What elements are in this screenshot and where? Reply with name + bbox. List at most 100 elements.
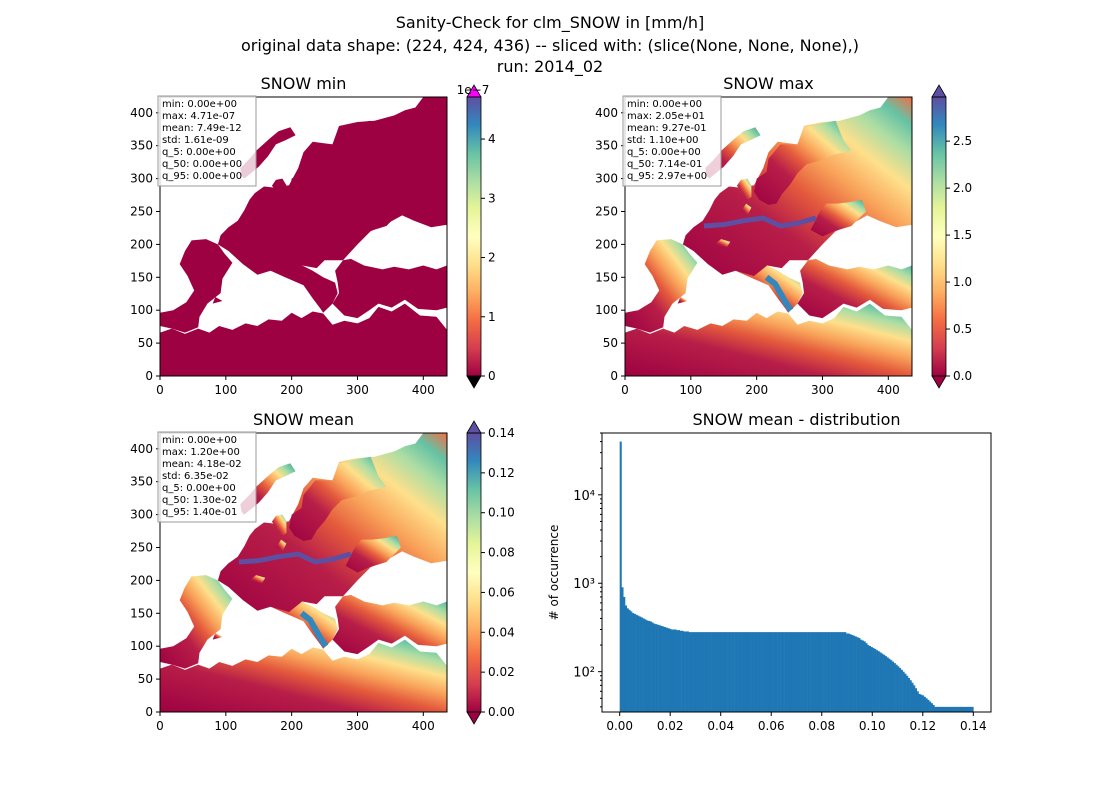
colorbar-2-tick-label: 0.5 bbox=[953, 322, 972, 336]
histogram-bar bbox=[957, 706, 960, 712]
suptitle-line-3: run: 2014_02 bbox=[496, 57, 604, 76]
histogram-bar bbox=[831, 632, 834, 712]
histogram-bar bbox=[950, 706, 953, 712]
colorbar-3-extend-low bbox=[466, 711, 482, 725]
histogram-bar bbox=[623, 596, 626, 712]
histogram-bar bbox=[946, 706, 949, 712]
histogram-bar bbox=[639, 616, 642, 712]
heatmap-3-land-10 bbox=[289, 456, 387, 541]
histogram-bar bbox=[934, 706, 937, 712]
histogram-bar bbox=[635, 614, 638, 712]
histogram-bar bbox=[755, 632, 758, 712]
histogram-bar bbox=[649, 621, 652, 712]
histogram-bar bbox=[748, 632, 751, 712]
histogram-bar bbox=[847, 633, 850, 712]
heatmap-1-land-1 bbox=[160, 303, 447, 376]
histogram-bar bbox=[785, 632, 788, 712]
histogram-bar bbox=[784, 632, 787, 712]
histogram-bar bbox=[727, 632, 730, 712]
heatmap-3-ytick-label: 150 bbox=[130, 606, 153, 620]
histogram-bar bbox=[771, 632, 774, 712]
heatmap-1-ytick-label: 400 bbox=[130, 106, 153, 120]
histogram-bar bbox=[637, 615, 640, 712]
heatmap-2-ytick-label: 200 bbox=[595, 237, 618, 251]
histogram-bar bbox=[842, 632, 845, 712]
histogram-bar bbox=[709, 632, 712, 712]
histogram-bar bbox=[688, 632, 691, 712]
histogram-bar bbox=[646, 620, 649, 712]
heatmap-3-ytick-label: 100 bbox=[130, 639, 153, 653]
histogram-bar bbox=[670, 629, 674, 712]
histogram-bar bbox=[724, 632, 727, 712]
histogram-xtick-label: 0.14 bbox=[960, 719, 987, 733]
histogram-bar bbox=[837, 632, 840, 712]
heatmap-1-land-10 bbox=[289, 120, 387, 205]
heatmap-2-ytick-label: 0 bbox=[610, 369, 618, 383]
histogram-bar bbox=[939, 706, 942, 712]
heatmap-2-stat-line: max: 2.05e+01 bbox=[627, 111, 705, 122]
heatmap-2-ytick-label: 150 bbox=[595, 270, 618, 284]
colorbar-1-extend-low bbox=[466, 375, 482, 389]
histogram-bar bbox=[854, 636, 857, 712]
colorbar-2-gradient bbox=[932, 97, 946, 376]
histogram-xtick-label: 0.04 bbox=[707, 719, 734, 733]
histogram-xtick-label: 0.02 bbox=[657, 719, 684, 733]
histogram-bar bbox=[725, 632, 728, 712]
histogram-bar bbox=[766, 632, 769, 712]
histogram-bar bbox=[863, 641, 866, 712]
histogram-bar bbox=[761, 632, 764, 712]
heatmap-1-land-2 bbox=[160, 239, 233, 333]
histogram-bar bbox=[959, 706, 962, 712]
heatmap-2-land-6 bbox=[810, 199, 866, 237]
heatmap-2-land-10 bbox=[754, 120, 852, 205]
heatmap-3-xtick-label: 200 bbox=[280, 719, 303, 733]
histogram-bar bbox=[780, 632, 783, 712]
histogram-bar bbox=[692, 632, 695, 712]
histogram-bar bbox=[853, 635, 856, 712]
heatmap-3-land-9 bbox=[249, 575, 266, 583]
histogram-bar bbox=[914, 688, 918, 712]
colorbar-3-tick-label: 0.04 bbox=[488, 625, 515, 639]
histogram-bar bbox=[877, 651, 880, 712]
heatmap-2-land-8 bbox=[677, 297, 688, 304]
histogram-bar bbox=[640, 617, 643, 712]
histogram-bar bbox=[851, 634, 854, 712]
histogram-bar bbox=[810, 632, 813, 712]
histogram-bar bbox=[663, 627, 666, 712]
histogram-bar bbox=[769, 632, 773, 712]
heatmap-1-land-9 bbox=[249, 239, 266, 247]
heatmap-3-stat-line: q_5: 0.00e+00 bbox=[162, 483, 236, 494]
histogram-bar bbox=[844, 632, 847, 712]
histogram-bar bbox=[937, 706, 941, 712]
histogram-bar bbox=[900, 669, 903, 712]
histogram-bar bbox=[669, 628, 672, 712]
heatmap-1-land-8 bbox=[212, 297, 223, 304]
histogram-ytick-label: 10² bbox=[573, 666, 595, 681]
heatmap-1-land-3 bbox=[217, 97, 447, 278]
histogram-bar bbox=[713, 632, 716, 712]
histogram-bar bbox=[734, 632, 737, 712]
heatmap-2-frame bbox=[624, 96, 913, 377]
histogram-bar bbox=[814, 632, 817, 712]
heatmap-2-xtick-label: 400 bbox=[877, 383, 900, 397]
colorbar-1-gradient bbox=[467, 97, 481, 376]
heatmap-1-title: SNOW min bbox=[261, 74, 347, 93]
histogram-bar bbox=[927, 699, 930, 712]
histogram-bar bbox=[803, 632, 806, 712]
heatmap-1-stat-line: max: 4.71e-07 bbox=[162, 111, 235, 122]
histogram-bar bbox=[932, 704, 935, 712]
heatmap-2-stat-line: mean: 9.27e-01 bbox=[627, 123, 707, 134]
histogram-bar bbox=[746, 632, 750, 712]
histogram-bar bbox=[870, 647, 873, 712]
histogram-bar bbox=[798, 632, 801, 712]
histogram-bar bbox=[881, 653, 884, 712]
histogram-bar bbox=[801, 632, 804, 712]
histogram-bar bbox=[653, 623, 656, 712]
heatmap-3-frame bbox=[159, 432, 448, 713]
histogram-bar bbox=[754, 632, 757, 712]
heatmap-1-ytick-label: 0 bbox=[145, 369, 153, 383]
histogram-bar bbox=[642, 618, 645, 712]
histogram-bar bbox=[812, 632, 815, 712]
heatmap-3-land-1 bbox=[160, 639, 447, 712]
histogram-bar bbox=[840, 632, 843, 712]
